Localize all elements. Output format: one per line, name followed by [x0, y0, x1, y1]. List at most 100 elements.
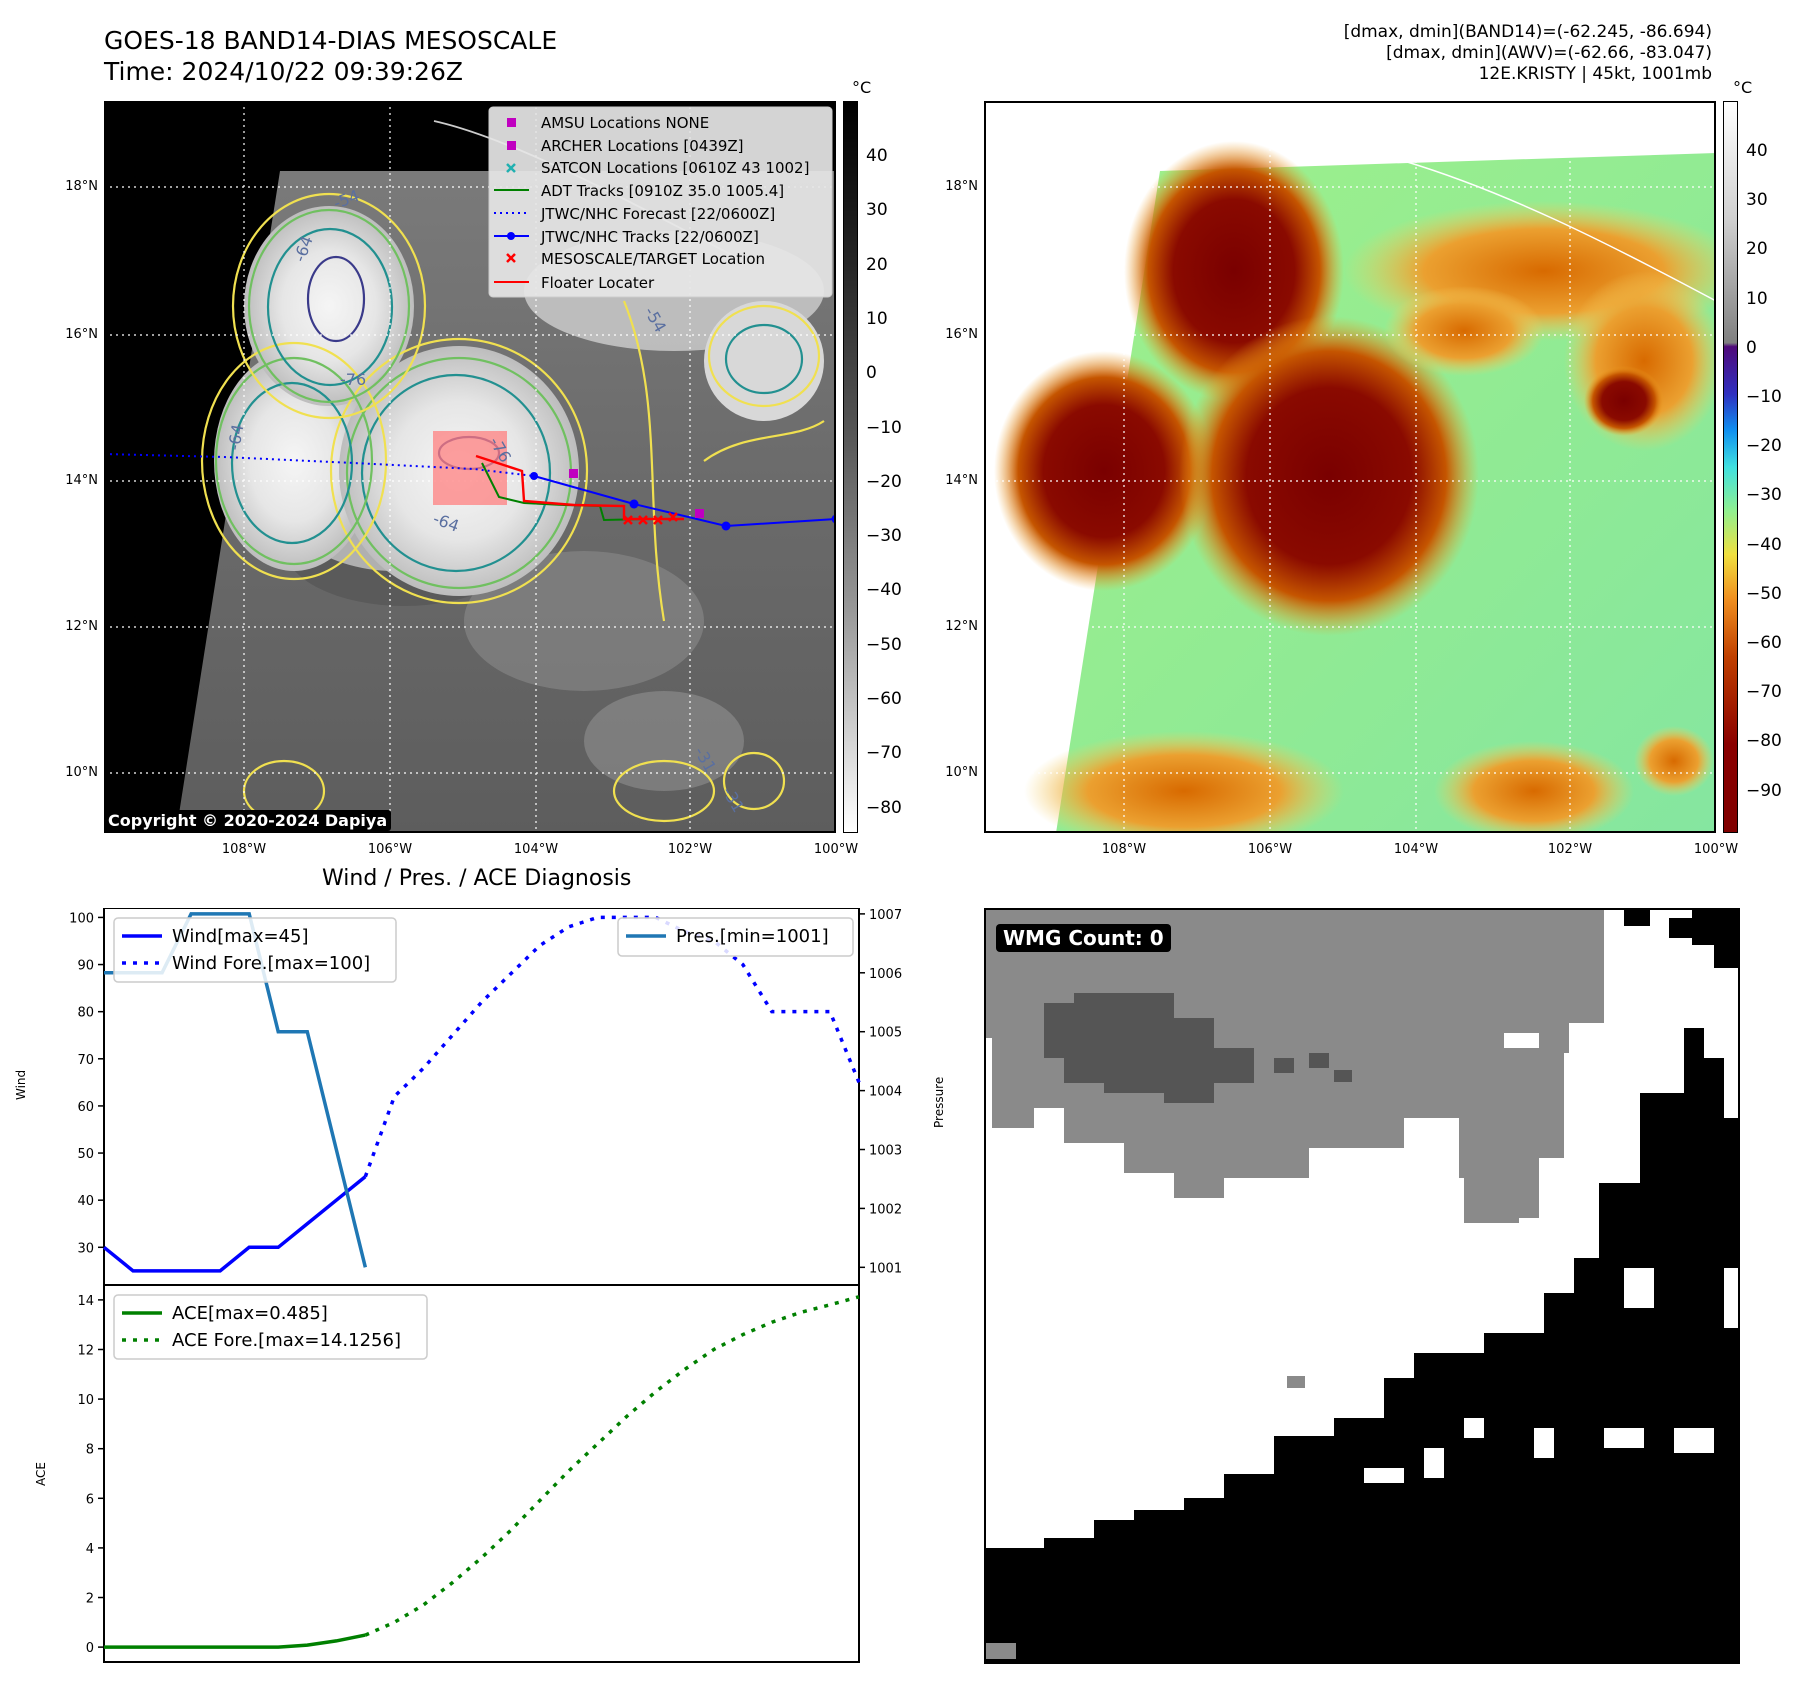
- y-tick-label: 10: [77, 1393, 94, 1408]
- colorbar-tick-label: −40: [1746, 534, 1782, 555]
- colorbar-tick-label: −30: [866, 526, 902, 547]
- y-tick-label: 6: [86, 1492, 94, 1507]
- y-tick-label: 8: [86, 1443, 94, 1458]
- colorbar-tick-label: 0: [1746, 337, 1757, 358]
- y-tick-label: 0: [86, 1641, 94, 1656]
- colorbar-tick-label: −70: [866, 743, 902, 764]
- colorbar-tick-label: −60: [866, 689, 902, 709]
- wind-pressure-chart: 30 40 50 60 70 80 90 100 1001 1002 1003 1004 1005 100…: [69, 908, 902, 1286]
- lon-tick-label: 106°W: [1247, 842, 1293, 857]
- y-tick-label: 40: [77, 1194, 94, 1209]
- lon-tick-label: 104°W: [513, 842, 559, 857]
- info-line-storm: 12E.KRISTY | 45kt, 1001mb: [1478, 64, 1712, 84]
- legend-label: ACE[max=0.485]: [172, 1303, 328, 1324]
- legend-amsu: AMSU Locations NONE: [541, 114, 709, 132]
- colorbar-tick-label: −70: [1746, 682, 1782, 703]
- chart-title: GOES-18 BAND14-DIAS MESOSCALE: [104, 26, 558, 55]
- y-tick-label: 4: [86, 1542, 94, 1557]
- y-tick-label: 100: [69, 911, 94, 926]
- ir-colorbar-unit: °C: [852, 78, 872, 97]
- y-tick-label: 2: [86, 1592, 94, 1607]
- colorbar-tick-label: 20: [1746, 239, 1768, 260]
- lat-tick-label: 18°N: [945, 179, 978, 194]
- legend-archer: ARCHER Locations [0439Z]: [541, 137, 744, 155]
- y2-tick-label: 1003: [869, 1144, 902, 1159]
- colorbar-tick-label: −60: [1746, 633, 1782, 653]
- lon-tick-label: 108°W: [221, 842, 267, 857]
- wind-ylabel: Wind: [14, 1069, 28, 1100]
- colorbar-tick-label: −90: [1746, 780, 1782, 801]
- wmg-count-badge: WMG Count: 0: [996, 924, 1171, 952]
- lat-tick-label: 16°N: [65, 327, 98, 342]
- lat-tick-label: 12°N: [945, 619, 978, 634]
- colorbar-tick-label: 30: [1746, 190, 1768, 211]
- colorbar-tick-label: −80: [866, 797, 902, 818]
- colorbar-tick-label: 20: [866, 254, 888, 275]
- y-tick-label: 12: [77, 1343, 94, 1358]
- y2-tick-label: 1006: [869, 967, 902, 982]
- colorbar-tick-label: 10: [1746, 288, 1768, 309]
- colorbar-tick-label: −40: [866, 580, 902, 601]
- colorbar-tick-label: 10: [866, 308, 888, 329]
- y2-tick-label: 1002: [869, 1202, 902, 1217]
- awv-colorbar-unit: °C: [1733, 78, 1753, 97]
- colorbar-tick-label: −30: [1746, 485, 1782, 506]
- lat-tick-label: 12°N: [65, 619, 98, 634]
- lat-tick-label: 10°N: [945, 765, 978, 780]
- contour-label: -64: [224, 423, 247, 452]
- floater-track: [475, 454, 684, 521]
- lat-tick-label: 18°N: [65, 179, 98, 194]
- y-tick-label: 80: [77, 1006, 94, 1021]
- y2-tick-label: 1004: [869, 1085, 902, 1100]
- lon-tick-label: 102°W: [667, 842, 713, 857]
- colorbar-tick-label: 0: [866, 363, 877, 384]
- contour-label: -76: [340, 370, 366, 389]
- legend-mesoscale: MESOSCALE/TARGET Location: [541, 250, 765, 268]
- legend-label: ACE Fore.[max=14.1256]: [172, 1330, 401, 1351]
- legend-label: Pres.[min=1001]: [676, 926, 829, 947]
- y-tick-label: 14: [77, 1294, 94, 1309]
- wmg-panel: [984, 908, 1740, 1664]
- lat-tick-label: 14°N: [945, 473, 978, 488]
- colorbar-tick-label: −20: [866, 471, 902, 492]
- series-line-1: [363, 915, 861, 1178]
- colorbar-tick-label: −10: [1746, 387, 1782, 407]
- lat-tick-label: 14°N: [65, 473, 98, 488]
- series-line-1: [364, 1295, 860, 1637]
- colorbar-tick-label: −80: [1746, 731, 1782, 752]
- ir-colorbar: [843, 101, 858, 833]
- series-line-0: [102, 1175, 367, 1273]
- legend-jtwc-forecast: JTWC/NHC Forecast [22/0600Z]: [540, 205, 775, 223]
- colorbar-tick-label: −20: [1746, 436, 1782, 457]
- diagnosis-title: Wind / Pres. / ACE Diagnosis: [322, 866, 632, 891]
- y2-tick-label: 1005: [869, 1026, 902, 1041]
- lat-tick-label: 10°N: [65, 765, 98, 780]
- legend-label: Wind[max=45]: [172, 926, 309, 947]
- y-tick-label: 90: [77, 959, 94, 974]
- y-tick-label: 50: [77, 1147, 94, 1162]
- awv-colorbar: [1723, 101, 1738, 833]
- copyright-badge: Copyright © 2020-2024 Dapiya: [104, 810, 392, 831]
- y2-tick-label: 1001: [869, 1261, 902, 1276]
- y2-tick-label: 1007: [869, 908, 902, 923]
- lon-tick-label: 108°W: [1101, 842, 1147, 857]
- colorbar-tick-label: −50: [1746, 583, 1782, 604]
- series-line-0: [104, 1633, 366, 1649]
- legend-jtwc-tracks: JTWC/NHC Tracks [22/0600Z]: [540, 228, 759, 246]
- jtwc-forecast-track: [104, 453, 535, 477]
- lon-tick-label: 104°W: [1393, 842, 1439, 857]
- lon-tick-label: 102°W: [1547, 842, 1593, 857]
- colorbar-tick-label: 40: [866, 146, 888, 166]
- ir-legend: AMSU Locations NONE ARCHER Locations [04…: [488, 106, 833, 298]
- legend-floater: Floater Locater: [541, 274, 655, 292]
- jtwc-observed-track: [533, 475, 836, 528]
- colorbar-tick-label: −50: [866, 634, 902, 655]
- info-line-band14: [dmax, dmin](BAND14)=(-62.245, -86.694): [1343, 22, 1712, 42]
- colorbar-tick-label: 40: [1746, 141, 1768, 161]
- colorbar-tick-label: −10: [866, 417, 902, 438]
- lon-tick-label: 100°W: [1693, 842, 1739, 857]
- lon-tick-label: 100°W: [813, 842, 859, 857]
- ir-map-panel: -64 -76 -64 -76 -64 -54 -31 -31 -54 AMSU…: [104, 101, 836, 833]
- ace-chart: 0 2 4 6 8 10 12 14 ACE[max=0.485] ACE Fore.[max=1…: [77, 1285, 860, 1663]
- legend-satcon: SATCON Locations [0610Z 43 1002]: [541, 159, 809, 177]
